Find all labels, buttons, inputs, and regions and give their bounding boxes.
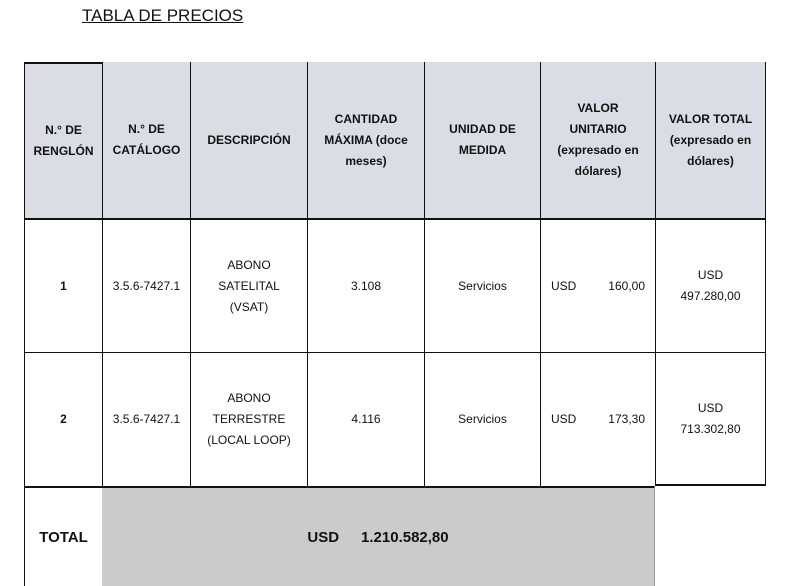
cell-unidad: Servicios — [424, 352, 540, 486]
cell-descripcion: ABONO SATELITAL (VSAT) — [190, 218, 307, 352]
total-value: 1.210.582,80 — [361, 528, 449, 546]
header-valor-unitario: VALOR UNITARIO (expresado en dólares) — [540, 62, 655, 218]
cell-descripcion: ABONO TERRESTRE (LOCAL LOOP) — [190, 352, 307, 486]
cell-cantidad: 3.108 — [307, 218, 424, 352]
amount: 160,00 — [608, 278, 645, 293]
cell-valor-total: USD 713.302,80 — [655, 352, 766, 486]
cell-renglon: 1 — [24, 218, 102, 352]
amount: 713.302,80 — [680, 421, 741, 436]
header-catalogo: N.° DE CATÁLOGO — [102, 62, 190, 218]
cell-catalogo: 3.5.6-7427.1 — [102, 352, 190, 486]
cell-valor-total: USD 497.280,00 — [655, 218, 766, 352]
cell-valor-unitario: USD 173,30 — [540, 352, 655, 486]
header-descripcion: DESCRIPCIÓN — [190, 62, 307, 218]
total-currency: USD — [307, 528, 340, 546]
header-valor-total: VALOR TOTAL (expresado en dólares) — [655, 62, 766, 218]
amount: 497.280,00 — [680, 289, 741, 303]
total-label: TOTAL — [24, 486, 102, 586]
currency: USD — [551, 412, 577, 426]
header-cantidad: CANTIDAD MÁXIMA (doce meses) — [307, 62, 424, 218]
amount: 173,30 — [608, 412, 645, 426]
page-title: TABLA DE PRECIOS — [82, 6, 244, 25]
cell-valor-unitario: USD 160,00 — [540, 218, 655, 352]
cell-renglon: 2 — [24, 352, 102, 486]
header-renglon: N.° DE RENGLÓN — [24, 62, 102, 218]
currency: USD — [697, 400, 724, 415]
currency: USD — [551, 278, 577, 293]
currency: USD — [697, 268, 724, 282]
cell-cantidad: 4.116 — [307, 352, 424, 486]
cell-unidad: Servicios — [424, 218, 540, 352]
cell-catalogo: 3.5.6-7427.1 — [102, 218, 190, 352]
total-amount: USD 1.210.582,80 — [102, 486, 655, 586]
header-unidad: UNIDAD DE MEDIDA — [424, 62, 540, 218]
